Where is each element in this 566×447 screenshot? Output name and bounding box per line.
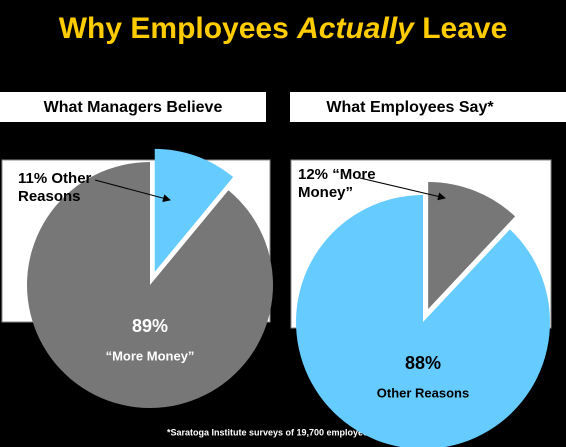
value-label: 89% — [132, 316, 168, 336]
pie-slice — [26, 162, 273, 408]
value-label: 12% — [298, 166, 329, 183]
chart-subtitle: What Managers Believe — [44, 99, 223, 116]
title-part: Why Employees — [59, 12, 289, 45]
pie-slice — [154, 148, 234, 272]
slice-label: 11% Other Reasons — [18, 170, 130, 206]
label-arrow — [359, 177, 446, 201]
category-label: “More Money” — [298, 166, 376, 201]
footnote: *Saratoga Institute surveys of 19,700 em… — [167, 427, 373, 437]
header-band — [0, 92, 266, 122]
slide-title: Why Employees Actually Leave — [59, 12, 508, 45]
category-label: Other Reasons — [18, 170, 92, 205]
slice-label: 12% “More Money” — [298, 166, 410, 202]
pie-slice — [296, 195, 550, 447]
category-label: Other Reasons — [377, 385, 469, 400]
pie-slice — [428, 181, 516, 309]
header-band — [290, 92, 566, 122]
value-label: 11% — [18, 170, 48, 187]
chart-subtitle: What Employees Say* — [326, 99, 494, 116]
value-label: 88% — [405, 353, 441, 373]
label-arrow — [94, 179, 171, 203]
title-part: Leave — [422, 12, 507, 45]
title-emphasis: Actually — [296, 12, 415, 45]
category-label: “More Money” — [106, 348, 195, 363]
